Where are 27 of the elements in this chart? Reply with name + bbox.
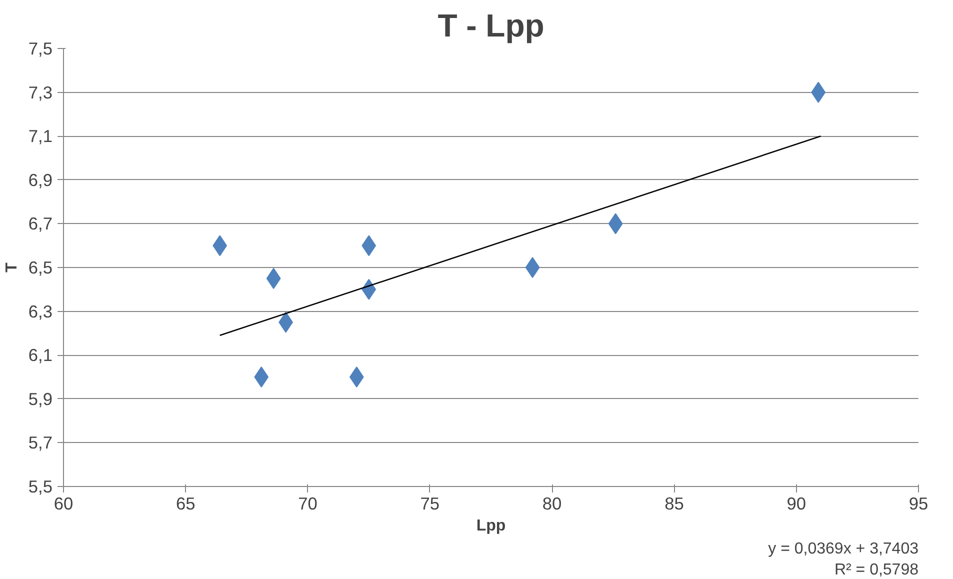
- y-tick-label: 7,3: [28, 82, 53, 102]
- x-tick-label: 90: [786, 494, 806, 514]
- y-tick-label: 6,5: [28, 258, 53, 278]
- y-tick-label: 6,7: [28, 214, 53, 234]
- y-tick-label: 5,5: [28, 476, 53, 496]
- point: [349, 366, 364, 388]
- chart-title: T - Lpp: [438, 8, 544, 44]
- text: y = 0,0369x + 3,7403: [768, 540, 919, 558]
- x-tick-label: 85: [664, 494, 684, 514]
- point: [254, 366, 269, 388]
- x-tick-label: 60: [54, 494, 74, 514]
- text: R² = 0,5798: [834, 562, 919, 578]
- point: [525, 257, 540, 278]
- x-tick-label: 70: [298, 494, 318, 514]
- x-tick-label: 95: [908, 494, 928, 514]
- x-tick-label: 75: [420, 494, 440, 514]
- y-tick-label: 6,3: [28, 301, 53, 322]
- x-tick-label: 65: [176, 494, 196, 514]
- y-tick-label: 7,1: [28, 126, 53, 146]
- x-tick-label: 80: [542, 494, 562, 514]
- y-tick-label: 6,1: [28, 345, 53, 366]
- y-axis-title: T: [3, 262, 20, 272]
- y-tick-label: 6,9: [28, 170, 53, 190]
- y-tick-label: 5,9: [28, 388, 53, 409]
- x-axis-title: Lpp: [476, 518, 506, 534]
- y-tick-label: 5,7: [28, 432, 53, 453]
- y-tick-label: 7,5: [28, 38, 53, 58]
